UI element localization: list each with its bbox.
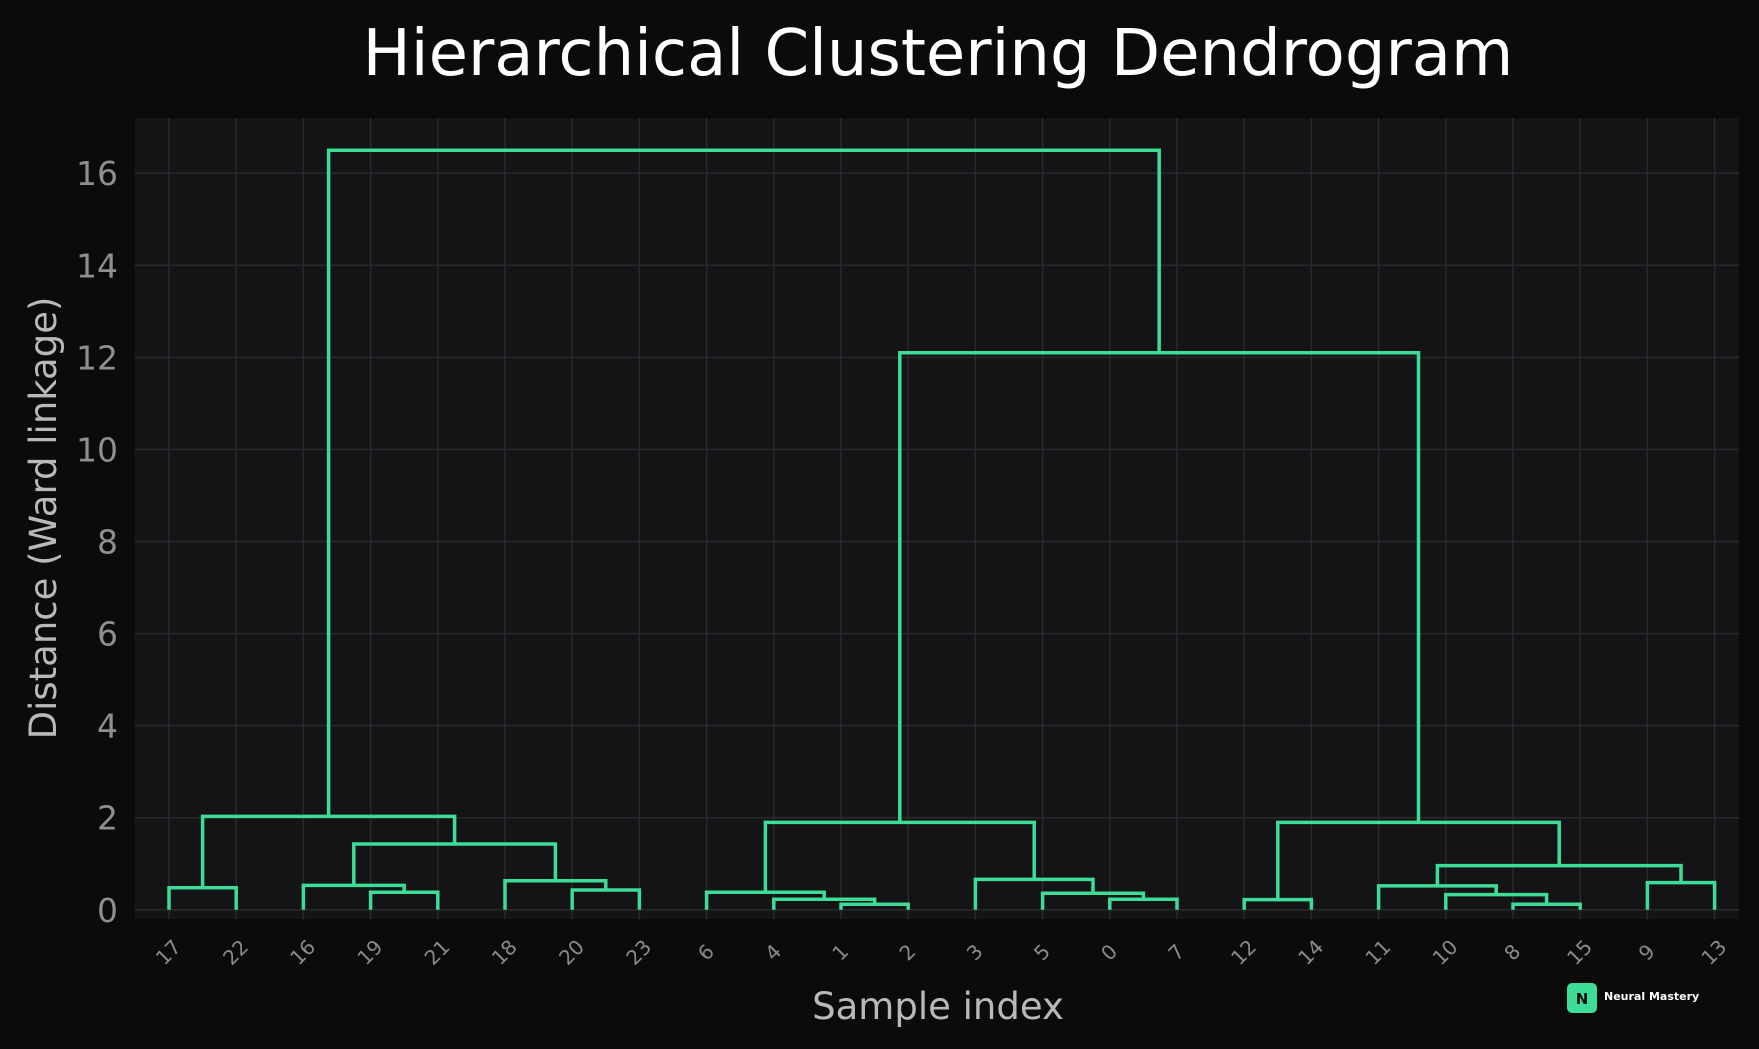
y-tick-label: 6 bbox=[97, 615, 118, 654]
x-tick-label: 7 bbox=[1163, 939, 1189, 965]
y-axis-ticks: 0 2 4 6 8 10 12 14 16 bbox=[76, 154, 118, 930]
dendrogram-link bbox=[1242, 897, 1314, 910]
x-tick-label: 10 bbox=[1428, 935, 1463, 970]
x-tick-label: 20 bbox=[554, 935, 589, 970]
y-tick-label: 2 bbox=[97, 799, 118, 838]
chart-title: Hierarchical Clustering Dendrogram bbox=[363, 17, 1514, 91]
y-axis-label: Distance (Ward linkage) bbox=[22, 297, 65, 740]
x-tick-label: 9 bbox=[1634, 939, 1660, 965]
x-tick-label: 3 bbox=[962, 939, 988, 965]
brand-name: Neural Mastery bbox=[1604, 990, 1699, 1003]
x-tick-label: 18 bbox=[487, 935, 522, 970]
brand-logo-icon bbox=[1567, 983, 1597, 1013]
x-tick-label: 1 bbox=[827, 939, 853, 965]
dendrogram-link bbox=[1040, 891, 1146, 910]
x-axis-ticks: 17 22 16 19 21 18 20 23 6 4 1 2 3 5 0 7 12 14 11 10 8 15 9 13 bbox=[151, 935, 1732, 970]
x-tick-label: 17 bbox=[151, 935, 186, 970]
y-tick-label: 16 bbox=[76, 154, 118, 193]
x-tick-label: 23 bbox=[621, 935, 656, 970]
brand-badge: N Neural Mastery bbox=[1567, 983, 1699, 1013]
dendrogram-link bbox=[1444, 892, 1549, 910]
x-tick-label: 2 bbox=[895, 939, 921, 965]
y-tick-label: 12 bbox=[76, 338, 118, 377]
x-tick-label: 13 bbox=[1696, 935, 1731, 970]
x-tick-label: 16 bbox=[285, 935, 320, 970]
dendrogram-link bbox=[763, 820, 1036, 893]
x-axis-label: Sample index bbox=[812, 985, 1064, 1028]
y-tick-label: 0 bbox=[97, 891, 118, 930]
dendrogram-link bbox=[301, 883, 406, 910]
x-tick-label: 12 bbox=[1226, 935, 1261, 970]
x-tick-label: 11 bbox=[1360, 935, 1395, 970]
dendrogram-link bbox=[1645, 880, 1717, 910]
y-tick-label: 8 bbox=[97, 523, 118, 562]
x-tick-label: 21 bbox=[420, 935, 455, 970]
x-tick-label: 0 bbox=[1096, 939, 1122, 965]
dendrogram-link bbox=[898, 351, 1421, 823]
dendrogram-links bbox=[167, 148, 1717, 910]
y-tick-label: 10 bbox=[76, 430, 118, 469]
x-tick-label: 15 bbox=[1562, 935, 1597, 970]
x-tick-label: 6 bbox=[693, 939, 719, 965]
plot-area bbox=[135, 118, 1739, 919]
x-tick-label: 5 bbox=[1029, 939, 1055, 965]
x-tick-label: 4 bbox=[760, 939, 786, 965]
x-tick-label: 22 bbox=[218, 935, 253, 970]
dendrogram-link bbox=[326, 148, 1161, 817]
y-tick-label: 14 bbox=[76, 246, 118, 285]
dendrogram-link bbox=[352, 842, 558, 886]
x-tick-label: 19 bbox=[352, 935, 387, 970]
brand-logo-letter: N bbox=[1576, 990, 1589, 1008]
dendrogram-link bbox=[1276, 820, 1561, 900]
x-tick-label: 8 bbox=[1499, 939, 1525, 965]
x-tick-label: 14 bbox=[1293, 935, 1328, 970]
y-tick-label: 4 bbox=[97, 707, 118, 746]
dendrogram-link bbox=[167, 885, 238, 910]
grid bbox=[135, 118, 1739, 919]
